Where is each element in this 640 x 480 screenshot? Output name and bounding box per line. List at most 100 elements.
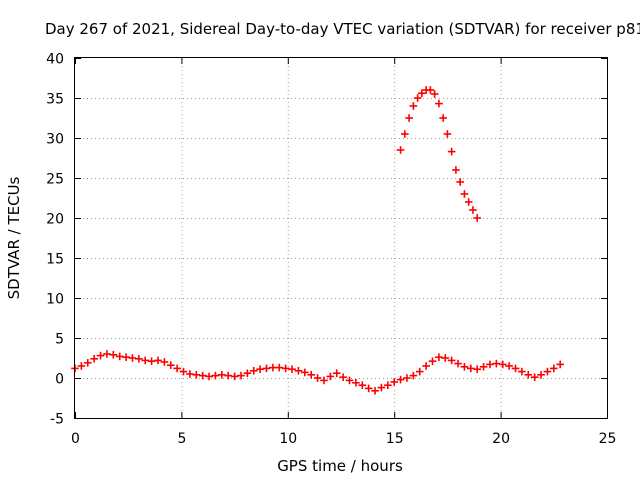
grid xyxy=(75,58,607,418)
data-point xyxy=(352,378,360,387)
data-point xyxy=(205,372,213,381)
data-point xyxy=(460,362,469,371)
data-point xyxy=(90,354,98,363)
data-point xyxy=(377,383,386,392)
data-point xyxy=(435,99,443,108)
data-point xyxy=(326,372,335,381)
data-point xyxy=(301,368,309,377)
data-point xyxy=(464,198,473,206)
data-point xyxy=(160,358,169,366)
data-point xyxy=(430,90,439,98)
data-point xyxy=(141,356,150,365)
data-point xyxy=(147,357,156,366)
data-point xyxy=(128,354,137,362)
x-tick-label: 25 xyxy=(599,431,617,447)
data-point xyxy=(109,350,118,359)
data-point xyxy=(479,362,488,371)
data-point xyxy=(269,363,277,372)
data-point xyxy=(249,366,258,375)
data-point xyxy=(198,371,207,380)
data-point xyxy=(401,130,409,138)
x-tick-labels: 0 5 10 15 20 25 xyxy=(71,431,616,447)
data-point xyxy=(524,370,533,379)
y-axis-title: SDTVAR / TECUs xyxy=(5,176,23,299)
x-axis-title: GPS time / hours xyxy=(277,457,403,475)
data-point xyxy=(537,370,545,379)
data-series xyxy=(71,86,564,395)
data-point xyxy=(237,371,245,380)
data-point xyxy=(473,214,481,222)
data-point xyxy=(530,373,539,382)
data-point xyxy=(320,376,328,385)
x-tick-label: 10 xyxy=(279,431,297,447)
data-point xyxy=(96,351,105,360)
data-point xyxy=(281,364,290,373)
data-point xyxy=(435,353,443,362)
data-point xyxy=(518,367,526,376)
data-point xyxy=(218,370,226,379)
data-point xyxy=(77,362,86,370)
data-point xyxy=(441,354,450,362)
data-point xyxy=(498,360,507,369)
data-point xyxy=(422,362,430,370)
y-tick-labels: -5 0 5 10 15 20 25 30 35 40 xyxy=(46,52,64,428)
data-point xyxy=(135,354,143,363)
data-point xyxy=(262,364,271,373)
data-point xyxy=(154,356,162,365)
data-point xyxy=(166,361,175,370)
data-point xyxy=(256,365,264,374)
y-tick-label: 0 xyxy=(55,372,64,388)
y-tick-label: 20 xyxy=(46,212,64,228)
data-point xyxy=(364,384,373,393)
chart-title: Day 267 of 2021, Sidereal Day-to-day VTE… xyxy=(45,20,640,38)
data-point xyxy=(426,86,435,94)
data-point xyxy=(396,375,405,384)
y-tick-label: 35 xyxy=(46,92,64,108)
data-point xyxy=(403,374,411,382)
y-tick-label: 15 xyxy=(46,252,64,268)
data-point xyxy=(473,365,481,374)
data-point xyxy=(186,370,194,378)
x-tick-label: 5 xyxy=(177,431,186,447)
y-tick-label: 10 xyxy=(46,292,64,308)
x-tick-label: 0 xyxy=(71,431,80,447)
data-point xyxy=(439,114,447,122)
data-point xyxy=(230,372,239,381)
data-point xyxy=(396,146,405,154)
data-point xyxy=(243,369,252,378)
data-point xyxy=(83,358,92,367)
data-point xyxy=(332,369,341,378)
data-point xyxy=(179,367,188,376)
data-point xyxy=(409,371,418,380)
data-point xyxy=(371,386,379,395)
data-point xyxy=(469,206,477,214)
data-point xyxy=(224,371,233,380)
data-point xyxy=(428,357,437,366)
data-point xyxy=(103,350,111,358)
y-tick-label: -5 xyxy=(50,412,64,428)
data-point xyxy=(409,102,418,110)
data-point xyxy=(288,365,296,374)
data-point xyxy=(405,114,413,122)
data-point xyxy=(511,364,520,373)
data-point xyxy=(390,378,399,386)
data-point xyxy=(413,94,422,102)
data-point xyxy=(456,178,464,186)
data-point xyxy=(556,360,564,369)
plot-frame xyxy=(74,57,608,419)
data-point xyxy=(549,364,558,373)
data-point xyxy=(543,367,552,376)
data-point xyxy=(192,370,201,379)
data-point xyxy=(486,360,494,369)
data-point xyxy=(115,352,124,361)
data-point xyxy=(307,370,316,379)
data-point xyxy=(339,373,347,382)
data-point xyxy=(460,190,469,198)
data-point xyxy=(454,359,462,368)
data-point xyxy=(492,359,501,368)
data-point xyxy=(452,166,460,174)
data-point xyxy=(294,366,303,375)
y-tick-label: 30 xyxy=(46,132,64,148)
